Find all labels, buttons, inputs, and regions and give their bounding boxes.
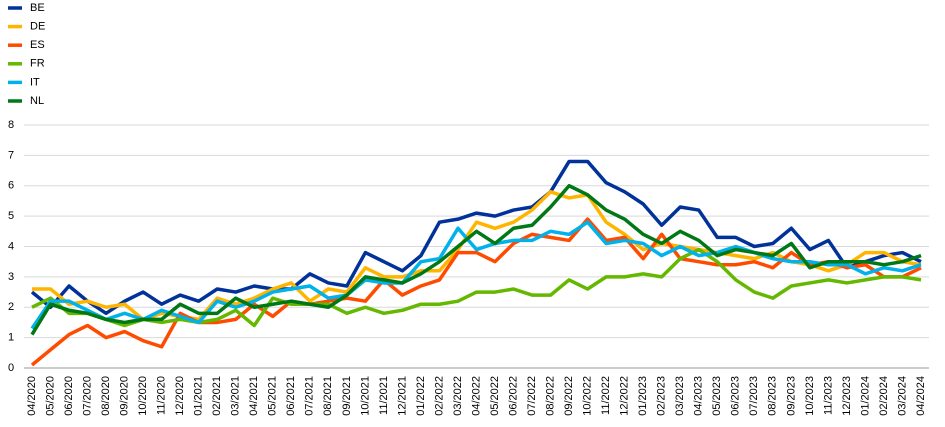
x-tick-label: 07/2022 [526,376,538,416]
y-tick-label: 2 [8,301,14,313]
x-tick-label: 04/2022 [470,376,482,416]
legend-label: DE [30,21,45,33]
legend-label: ES [30,39,45,51]
x-tick-label: 11/2020 [156,376,168,415]
x-tick-label: 02/2024 [878,376,890,416]
line-series [31,247,922,328]
legend-label: FR [30,58,45,70]
x-tick-label: 12/2020 [174,376,186,416]
x-tick-label: 04/2023 [693,376,705,416]
y-tick-label: 1 [8,332,14,344]
x-tick-label: 09/2023 [785,376,797,416]
x-tick-label: 04/2021 [248,376,260,416]
x-tick-label: 10/2023 [804,376,816,416]
x-tick-label: 07/2021 [304,376,316,416]
x-tick-label: 08/2020 [100,376,112,416]
x-tick-label: 07/2020 [81,376,93,416]
x-tick-label: 02/2022 [433,376,445,416]
x-tick-label: 06/2022 [507,376,519,416]
line-series [30,220,922,330]
x-tick-label: 09/2020 [119,376,131,416]
x-tick-label: 01/2021 [193,376,205,416]
y-tick-label: 4 [8,240,14,252]
x-tick-label: 09/2021 [341,376,353,416]
x-tick-label: 10/2022 [582,376,594,416]
x-tick-label: 11/2022 [600,376,612,415]
x-tick-label: 03/2022 [452,376,464,416]
x-tick-label: 01/2024 [859,376,871,416]
x-tick-label: 02/2023 [656,376,668,416]
legend-label: BE [30,2,45,14]
y-tick-label: 7 [8,149,14,161]
legend-label: IT [30,76,40,88]
x-tick-label: 04/2020 [26,376,38,416]
x-tick-label: 06/2021 [285,376,297,416]
x-tick-label: 07/2023 [748,376,760,416]
x-tick-label: 08/2021 [322,376,334,416]
y-tick-label: 8 [8,119,14,131]
x-tick-label: 03/2021 [230,376,242,416]
legend-label: NL [30,95,44,107]
x-tick-label: 11/2021 [378,376,390,415]
line-series [30,184,922,336]
x-tick-label: 10/2021 [359,376,371,416]
x-tick-label: 11/2023 [822,376,834,415]
line-series [30,159,922,316]
x-tick-label: 01/2022 [415,376,427,416]
x-tick-label: 03/2024 [896,376,908,416]
x-tick-label: 12/2021 [396,376,408,416]
x-tick-label: 05/2021 [267,376,279,416]
x-tick-label: 05/2023 [711,376,723,416]
x-tick-label: 05/2020 [44,376,56,416]
y-tick-label: 3 [8,271,14,283]
x-tick-label: 12/2022 [619,376,631,416]
x-tick-label: 06/2023 [730,376,742,416]
x-tick-label: 08/2022 [544,376,556,416]
y-tick-label: 0 [8,362,14,374]
x-tick-label: 03/2023 [674,376,686,416]
x-tick-label: 06/2020 [63,376,75,416]
x-tick-label: 05/2022 [489,376,501,416]
x-tick-label: 09/2022 [563,376,575,416]
line-series [30,217,922,367]
x-tick-label: 10/2020 [137,376,149,416]
x-tick-label: 01/2023 [637,376,649,416]
y-tick-label: 5 [8,210,14,222]
y-tick-label: 6 [8,180,14,192]
x-tick-label: 08/2023 [767,376,779,416]
x-tick-label: 02/2021 [211,376,223,416]
x-tick-label: 12/2023 [841,376,853,416]
x-tick-label: 04/2024 [915,376,927,416]
